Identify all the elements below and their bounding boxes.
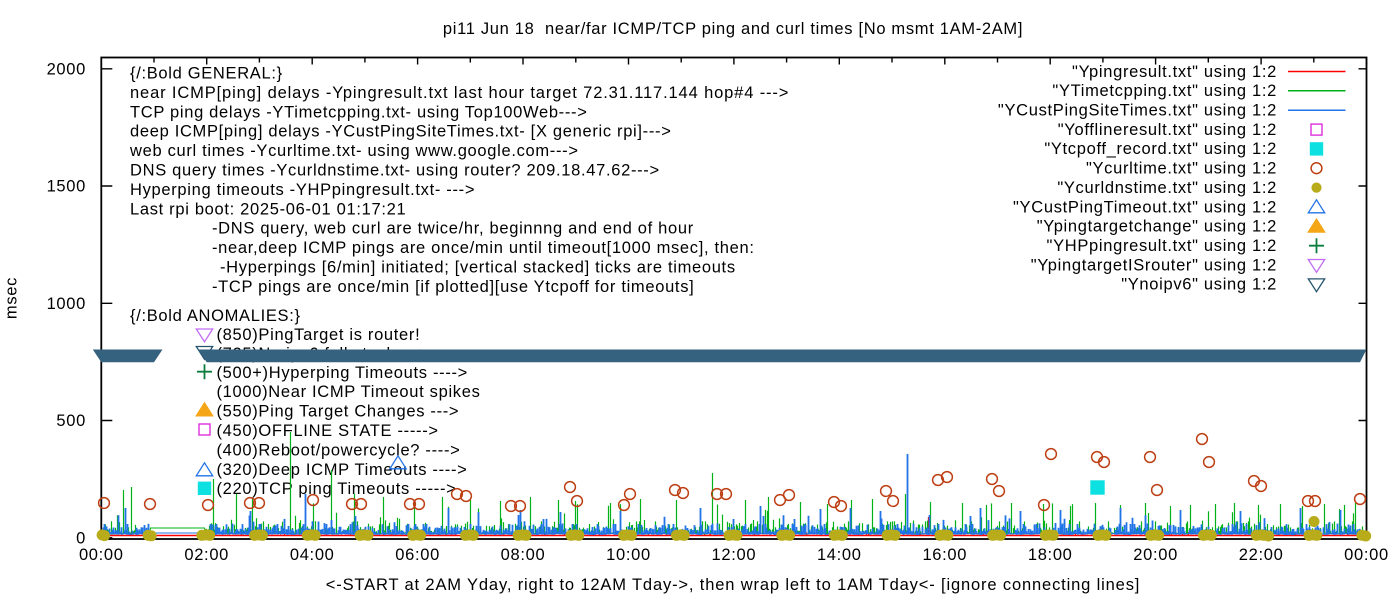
svg-text:{/:Bold GENERAL:}: {/:Bold GENERAL:} bbox=[130, 65, 283, 83]
svg-text:(550)Ping Target Changes --->: (550)Ping Target Changes ---> bbox=[217, 403, 460, 421]
svg-text:{/:Bold ANOMALIES:}: {/:Bold ANOMALIES:} bbox=[130, 307, 301, 325]
svg-text:<-START at 2AM Yday, right to: <-START at 2AM Yday, right to 12AM Tday-… bbox=[326, 576, 1140, 594]
svg-text:Hyperping timeouts -YHPpingres: Hyperping timeouts -YHPpingresult.txt- -… bbox=[130, 181, 475, 199]
svg-text:"Ytcpoff_record.txt" using 1:2: "Ytcpoff_record.txt" using 1:2 bbox=[1044, 140, 1277, 158]
svg-text:500: 500 bbox=[56, 412, 86, 430]
svg-text:-Hyperpings [6/min] initiated;: -Hyperpings [6/min] initiated; [vertical… bbox=[220, 259, 736, 277]
svg-text:(850)PingTarget is router!: (850)PingTarget is router! bbox=[217, 326, 421, 344]
svg-text:04:00: 04:00 bbox=[290, 546, 335, 564]
svg-text:pi11 Jun 18 near/far ICMP/TCP: pi11 Jun 18 near/far ICMP/TCP ping and c… bbox=[443, 20, 1023, 38]
svg-text:msec: msec bbox=[3, 277, 21, 319]
svg-text:"YCustPingSiteTimes.txt" using: "YCustPingSiteTimes.txt" using 1:2 bbox=[998, 102, 1277, 120]
svg-text:08:00: 08:00 bbox=[501, 546, 546, 564]
svg-text:deep ICMP[ping] delays -YCustP: deep ICMP[ping] delays -YCustPingSiteTim… bbox=[130, 123, 672, 141]
svg-text:00:00: 00:00 bbox=[79, 546, 124, 564]
svg-text:"Ypingresult.txt" using 1:2: "Ypingresult.txt" using 1:2 bbox=[1072, 63, 1277, 81]
svg-text:-TCP pings are once/min [if pl: -TCP pings are once/min [if plotted][use… bbox=[212, 278, 694, 296]
svg-text:near ICMP[ping] delays -Ypingr: near ICMP[ping] delays -Ypingresult.txt … bbox=[130, 84, 789, 102]
svg-text:"Ycurltime.txt" using 1:2: "Ycurltime.txt" using 1:2 bbox=[1086, 160, 1277, 178]
svg-text:(320)Deep ICMP Timeouts ---->: (320)Deep ICMP Timeouts ----> bbox=[217, 461, 468, 479]
svg-text:"YHPpingresult.txt" using 1:2: "YHPpingresult.txt" using 1:2 bbox=[1047, 237, 1277, 255]
svg-text:(500+)Hyperping Timeouts ---->: (500+)Hyperping Timeouts ----> bbox=[217, 364, 469, 382]
svg-text:1500: 1500 bbox=[47, 178, 86, 196]
svg-text:"YpingtargetISrouter" using 1:: "YpingtargetISrouter" using 1:2 bbox=[1031, 256, 1277, 274]
svg-text:10:00: 10:00 bbox=[606, 546, 651, 564]
svg-text:-near,deep ICMP pings are once: -near,deep ICMP pings are once/min until… bbox=[212, 239, 755, 257]
svg-text:(400)Reboot/powercycle? ---->: (400)Reboot/powercycle? ----> bbox=[217, 441, 461, 459]
svg-text:web curl times -Ycurltime.txt-: web curl times -Ycurltime.txt- using www… bbox=[129, 142, 579, 160]
svg-text:(220)TCP ping Timeouts ----->: (220)TCP ping Timeouts -----> bbox=[217, 480, 457, 498]
svg-text:"YCustPingTimeout.txt" using 1: "YCustPingTimeout.txt" using 1:2 bbox=[1013, 198, 1277, 216]
svg-text:"Ypingtargetchange" using 1:2: "Ypingtargetchange" using 1:2 bbox=[1037, 218, 1277, 236]
svg-text:"Ycurldnstime.txt" using 1:2: "Ycurldnstime.txt" using 1:2 bbox=[1057, 179, 1277, 197]
svg-text:2000: 2000 bbox=[47, 61, 86, 79]
svg-text:14:00: 14:00 bbox=[817, 546, 862, 564]
svg-text:(1000)Near ICMP Timeout spikes: (1000)Near ICMP Timeout spikes bbox=[217, 383, 481, 401]
svg-text:20:00: 20:00 bbox=[1133, 546, 1178, 564]
svg-text:22:00: 22:00 bbox=[1239, 546, 1284, 564]
svg-text:Last rpi boot: 2025-06-01 01:1: Last rpi boot: 2025-06-01 01:17:21 bbox=[130, 200, 406, 218]
svg-text:06:00: 06:00 bbox=[395, 546, 440, 564]
svg-text:02:00: 02:00 bbox=[184, 546, 229, 564]
svg-text:00:00: 00:00 bbox=[1344, 546, 1389, 564]
svg-text:12:00: 12:00 bbox=[712, 546, 757, 564]
svg-text:"Yofflineresult.txt" using 1:2: "Yofflineresult.txt" using 1:2 bbox=[1058, 121, 1277, 139]
svg-text:"Ynoipv6" using 1:2: "Ynoipv6" using 1:2 bbox=[1121, 276, 1277, 294]
svg-text:-DNS query, web curl are twice: -DNS query, web curl are twice/hr, begin… bbox=[212, 220, 694, 238]
svg-text:(450)OFFLINE STATE ----->: (450)OFFLINE STATE -----> bbox=[217, 422, 439, 440]
svg-text:16:00: 16:00 bbox=[922, 546, 967, 564]
svg-text:18:00: 18:00 bbox=[1028, 546, 1073, 564]
svg-text:DNS query times -Ycurldnstime.: DNS query times -Ycurldnstime.txt- using… bbox=[130, 162, 660, 180]
svg-text:TCP ping delays -YTimetcpping.: TCP ping delays -YTimetcpping.txt- using… bbox=[130, 103, 588, 121]
svg-text:"YTimetcpping.txt" using 1:2: "YTimetcpping.txt" using 1:2 bbox=[1052, 82, 1277, 100]
svg-text:0: 0 bbox=[76, 530, 86, 548]
svg-text:1000: 1000 bbox=[47, 295, 86, 313]
